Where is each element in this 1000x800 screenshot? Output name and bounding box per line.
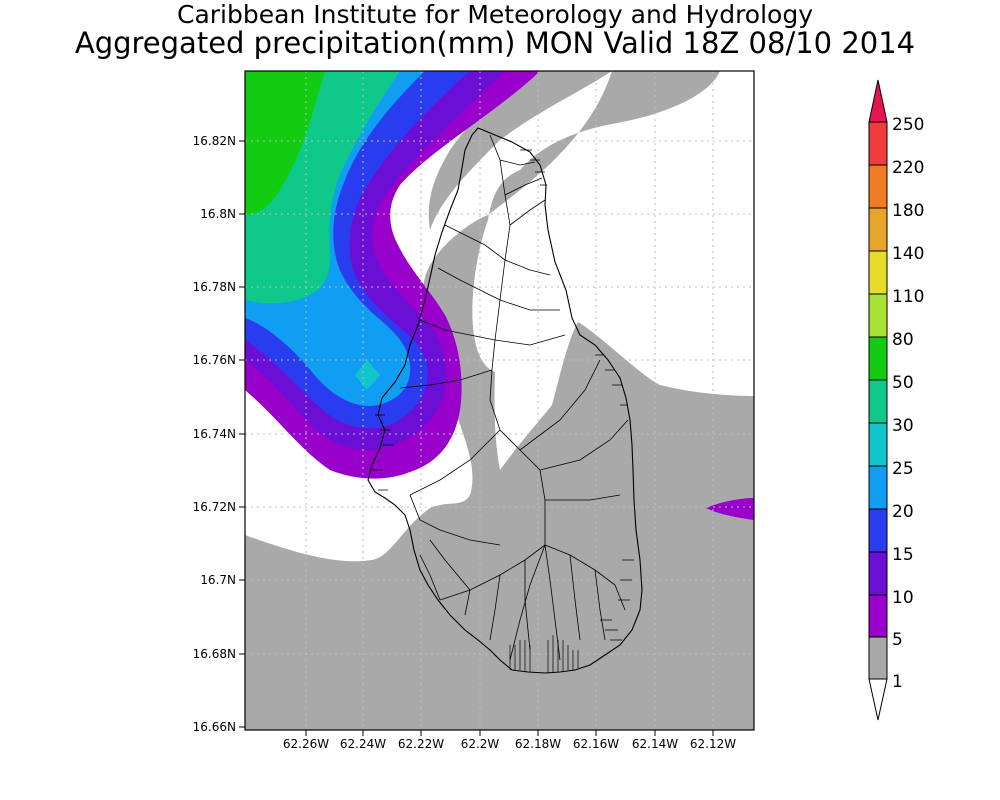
colorbar-label: 20 <box>892 502 914 522</box>
chart-title: Caribbean Institute for Meteorology and … <box>177 0 813 29</box>
colorbar-label: 110 <box>892 287 924 307</box>
precip-band-25-30mm-pocket <box>355 360 380 390</box>
colorbar-swatch <box>868 336 888 381</box>
lat-tick-label: 16.78N <box>193 280 236 294</box>
colorbar-label: 5 <box>892 630 903 650</box>
lon-tick-label: 62.24W <box>340 737 386 751</box>
lon-tick-label: 62.26W <box>283 737 329 751</box>
colorbar-swatch <box>868 164 888 209</box>
latitude-labels: 16.82N 16.8N 16.78N 16.76N 16.74N 16.72N… <box>193 134 236 734</box>
lon-tick-label: 62.16W <box>573 737 619 751</box>
axis-tick-marks <box>239 140 714 736</box>
lon-tick-label: 62.18W <box>515 737 561 751</box>
colorbar-swatch <box>868 636 888 680</box>
colorbar-label: 140 <box>892 244 924 264</box>
colorbar-swatch <box>868 465 888 510</box>
chart-header: Caribbean Institute for Meteorology and … <box>0 0 1000 60</box>
lat-tick-label: 16.72N <box>193 500 236 514</box>
colorbar-label: 1 <box>892 672 903 692</box>
watershed-lines <box>399 134 629 661</box>
lon-tick-label: 62.12W <box>690 737 736 751</box>
colorbar-label: 25 <box>892 459 914 479</box>
colorbar-label: 250 <box>892 115 924 135</box>
colorbar-label: 10 <box>892 588 914 608</box>
colorbar-label: 220 <box>892 158 924 178</box>
island-coastline <box>367 127 643 674</box>
colorbar-label: 30 <box>892 416 914 436</box>
colorbar-label: 50 <box>892 373 914 393</box>
colorbar-swatch <box>868 207 888 252</box>
lat-tick-label: 16.76N <box>193 353 236 367</box>
colorbar-swatch <box>868 594 888 638</box>
map-frame <box>244 70 755 731</box>
longitude-labels: 62.26W 62.24W 62.22W 62.2W 62.18W 62.16W… <box>283 737 736 751</box>
precip-band-1-5mm <box>245 71 754 730</box>
precip-band-50-80mm <box>245 71 325 215</box>
lat-tick-label: 16.7N <box>200 573 236 587</box>
colorbar-swatch <box>868 121 888 166</box>
lat-tick-label: 16.8N <box>200 207 236 221</box>
lon-tick-label: 62.22W <box>398 737 444 751</box>
colorbar-swatch <box>868 422 888 467</box>
lon-tick-label: 62.14W <box>632 737 678 751</box>
colorbar-swatch <box>868 508 888 553</box>
colorbar-swatch <box>868 293 888 338</box>
colorbar-label: 180 <box>892 201 924 221</box>
colorbar-label: 80 <box>892 330 914 350</box>
colorbar-overflow-arrow <box>868 79 888 123</box>
chart-subtitle: Aggregated precipitation(mm) MON Valid 1… <box>74 26 916 60</box>
graticule <box>245 71 754 730</box>
precip-band-5-10mm-east <box>706 498 754 520</box>
lat-tick-label: 16.66N <box>193 720 236 734</box>
colorbar: 250 220 180 140 110 80 50 30 25 20 15 10… <box>868 79 924 721</box>
coastline-detail <box>372 149 634 673</box>
lon-tick-label: 62.2W <box>461 737 500 751</box>
lat-tick-label: 16.74N <box>193 427 236 441</box>
colorbar-swatch <box>868 379 888 424</box>
colorbar-label: 15 <box>892 545 914 565</box>
colorbar-swatch <box>868 551 888 596</box>
lat-tick-label: 16.68N <box>193 647 236 661</box>
map-plot-area <box>245 71 754 730</box>
colorbar-swatch <box>868 250 888 295</box>
lat-tick-label: 16.82N <box>193 134 236 148</box>
colorbar-underflow-arrow <box>868 678 888 721</box>
